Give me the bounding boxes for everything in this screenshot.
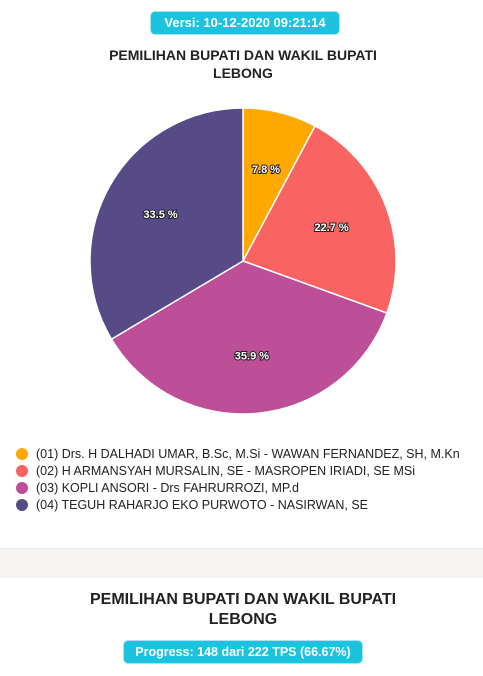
pie-slice-2[interactable] [241,125,397,315]
legend-label: (03) KOPLI ANSORI - Drs FAHRURROZI, MP.d [36,480,300,495]
legend-item-1[interactable]: (01) Drs. H DALHADI UMAR, B.Sc, M.Si - W… [16,445,460,462]
pie-slice-3[interactable] [110,260,388,415]
legend-item-3[interactable]: (03) KOPLI ANSORI - Drs FAHRURROZI, MP.d [16,479,460,496]
legend-marker-icon [16,498,28,511]
legend-label: (04) TEGUH RAHARJO EKO PURWOTO - NASIRWA… [36,497,368,512]
legend-item-2[interactable]: (02) H ARMANSYAH MURSALIN, SE - MASROPEN… [16,462,460,479]
legend-marker-icon [16,481,28,494]
chart-title-line2: LEBONG [213,65,273,81]
section-divider [0,548,483,578]
pie-slice-label-1: 7.8 % [252,164,280,176]
footer-title-line1: PEMILIHAN BUPATI DAN WAKIL BUPATI [89,591,397,608]
pie-slice-4[interactable] [89,107,244,341]
footer-title: PEMILIHAN BUPATI DAN WAKIL BUPATI LEBONG [40,590,446,630]
progress-badge: Progress: 148 dari 222 TPS (66.67%) [124,641,362,663]
version-badge: Versi: 10-12-2020 09:21:14 [151,12,339,34]
pie-slice-label-4: 33.5 % [143,209,177,221]
legend-marker-icon [16,464,28,477]
chart-title: PEMILIHAN BUPATI DAN WAKIL BUPATI LEBONG [60,46,426,82]
pie-slice-label-3: 35.9 % [235,350,269,362]
chart-title-line1: PEMILIHAN BUPATI DAN WAKIL BUPATI [109,47,377,63]
legend-marker-icon [16,447,28,460]
legend-label: (01) Drs. H DALHADI UMAR, B.Sc, M.Si - W… [36,446,460,461]
legend-item-4[interactable]: (04) TEGUH RAHARJO EKO PURWOTO - NASIRWA… [16,496,460,513]
footer-title-line2: LEBONG [208,611,278,628]
legend-label: (02) H ARMANSYAH MURSALIN, SE - MASROPEN… [36,463,416,478]
pie-chart: 7.8 % 22.7 % 35.9 % 33.5 % [89,107,397,415]
chart-legend: (01) Drs. H DALHADI UMAR, B.Sc, M.Si - W… [16,445,460,513]
pie-slice-label-2: 22.7 % [314,222,348,234]
